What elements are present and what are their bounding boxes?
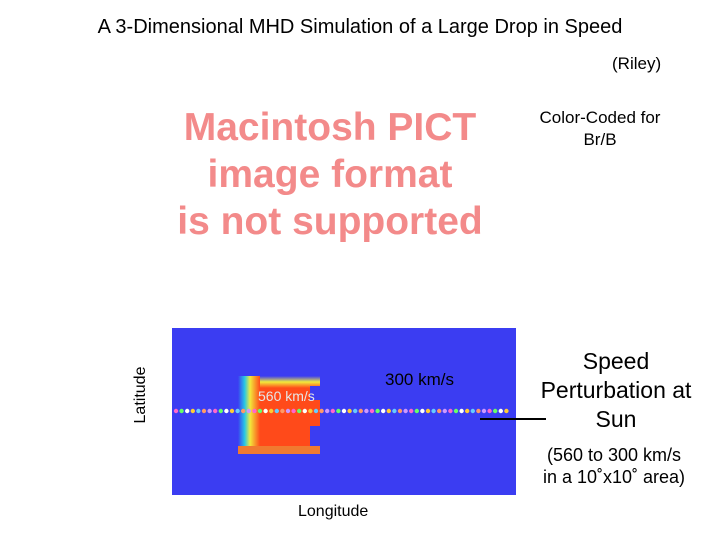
- sample-dot: [201, 408, 207, 414]
- sample-dot: [392, 408, 397, 414]
- sample-dot: [213, 408, 218, 414]
- color-coding-line-1: Color-Coded for: [539, 108, 661, 127]
- slide-title: A 3-Dimensional MHD Simulation of a Larg…: [97, 16, 623, 38]
- sample-dot: [252, 408, 257, 414]
- speed-perturbation-note: Speed Perturbation at Sun: [532, 347, 700, 434]
- sample-dot: [358, 408, 363, 414]
- perturbation-line-1: Speed: [582, 348, 650, 374]
- sample-dot: [297, 408, 302, 414]
- sample-dot: [487, 408, 492, 414]
- sample-dot: [470, 408, 475, 414]
- range-line-2: in a 10˚x10˚ area): [542, 467, 686, 487]
- placeholder-line-1: Macintosh PICT: [183, 106, 477, 149]
- sample-dot: [196, 408, 201, 414]
- sample-dot: [431, 408, 436, 414]
- unsupported-image-placeholder: Macintosh PICT image format is not suppo…: [160, 104, 500, 245]
- placeholder-line-2: image format: [207, 153, 453, 196]
- sample-dot: [185, 408, 190, 414]
- sample-dot: [336, 408, 341, 414]
- perturbation-line-2: Perturbation at: [540, 377, 692, 403]
- sample-dot: [353, 408, 358, 414]
- sample-dot: [173, 408, 179, 414]
- sample-dot: [218, 408, 223, 414]
- sample-dot: [302, 408, 307, 414]
- sample-dot: [325, 408, 330, 414]
- sample-dot: [263, 408, 268, 414]
- sample-dot: [224, 408, 229, 414]
- sample-dot: [369, 408, 375, 414]
- sample-dot: [459, 408, 464, 414]
- sample-dot: [504, 408, 509, 414]
- sample-dot: [308, 408, 313, 414]
- sample-dot: [235, 408, 240, 414]
- sample-dot: [207, 408, 212, 414]
- sample-dot: [341, 408, 347, 414]
- label-300-kms: 300 km/s: [385, 370, 454, 389]
- sample-dot: [241, 408, 246, 414]
- sample-dot: [274, 408, 279, 414]
- latitude-sample-dots: [173, 408, 509, 414]
- sample-dot: [425, 408, 431, 414]
- sample-dot: [476, 408, 481, 414]
- sample-dot: [330, 408, 335, 414]
- sample-dot: [498, 408, 503, 414]
- sample-dot: [229, 408, 235, 414]
- sample-dot: [442, 408, 447, 414]
- sample-dot: [448, 408, 453, 414]
- sample-dot: [465, 408, 470, 414]
- sample-dot: [403, 408, 408, 414]
- sample-dot: [381, 408, 386, 414]
- simulation-field-image: [172, 328, 516, 495]
- longitude-axis-label: Longitude: [298, 503, 369, 520]
- sample-dot: [269, 408, 274, 414]
- range-line-1: (560 to 300 km/s: [546, 445, 682, 465]
- sample-dot: [319, 408, 324, 414]
- color-coding-line-2: Br/B: [583, 130, 617, 149]
- sample-dot: [409, 408, 414, 414]
- dot-row: [173, 408, 509, 414]
- sample-dot: [414, 408, 419, 414]
- sample-dot: [437, 408, 442, 414]
- sample-dot: [246, 408, 251, 414]
- sample-dot: [397, 408, 403, 414]
- sample-dot: [493, 408, 498, 414]
- speed-drop-region: [238, 376, 320, 454]
- sample-dot: [291, 408, 296, 414]
- sample-dot: [190, 408, 195, 414]
- sample-dot: [179, 408, 184, 414]
- sample-dot: [257, 408, 263, 414]
- sample-dot: [280, 408, 285, 414]
- sample-dot: [313, 408, 319, 414]
- sample-dot: [375, 408, 380, 414]
- sample-dot: [420, 408, 425, 414]
- color-coding-note: Color-Coded for Br/B: [522, 107, 678, 151]
- perturbation-range-note: (560 to 300 km/s in a 10˚x10˚ area): [524, 444, 704, 488]
- author-credit: (Riley): [612, 54, 662, 73]
- sample-dot: [386, 408, 391, 414]
- latitude-axis-label: Latitude: [132, 366, 149, 424]
- pointer-line: [480, 418, 546, 420]
- sample-dot: [364, 408, 369, 414]
- sample-dot: [453, 408, 459, 414]
- sample-dot: [347, 408, 352, 414]
- sample-dot: [481, 408, 487, 414]
- placeholder-line-3: is not supported: [177, 200, 483, 243]
- perturbation-line-3: Sun: [595, 406, 637, 432]
- label-560-kms: 560 km/s: [258, 388, 315, 404]
- sample-dot: [285, 408, 291, 414]
